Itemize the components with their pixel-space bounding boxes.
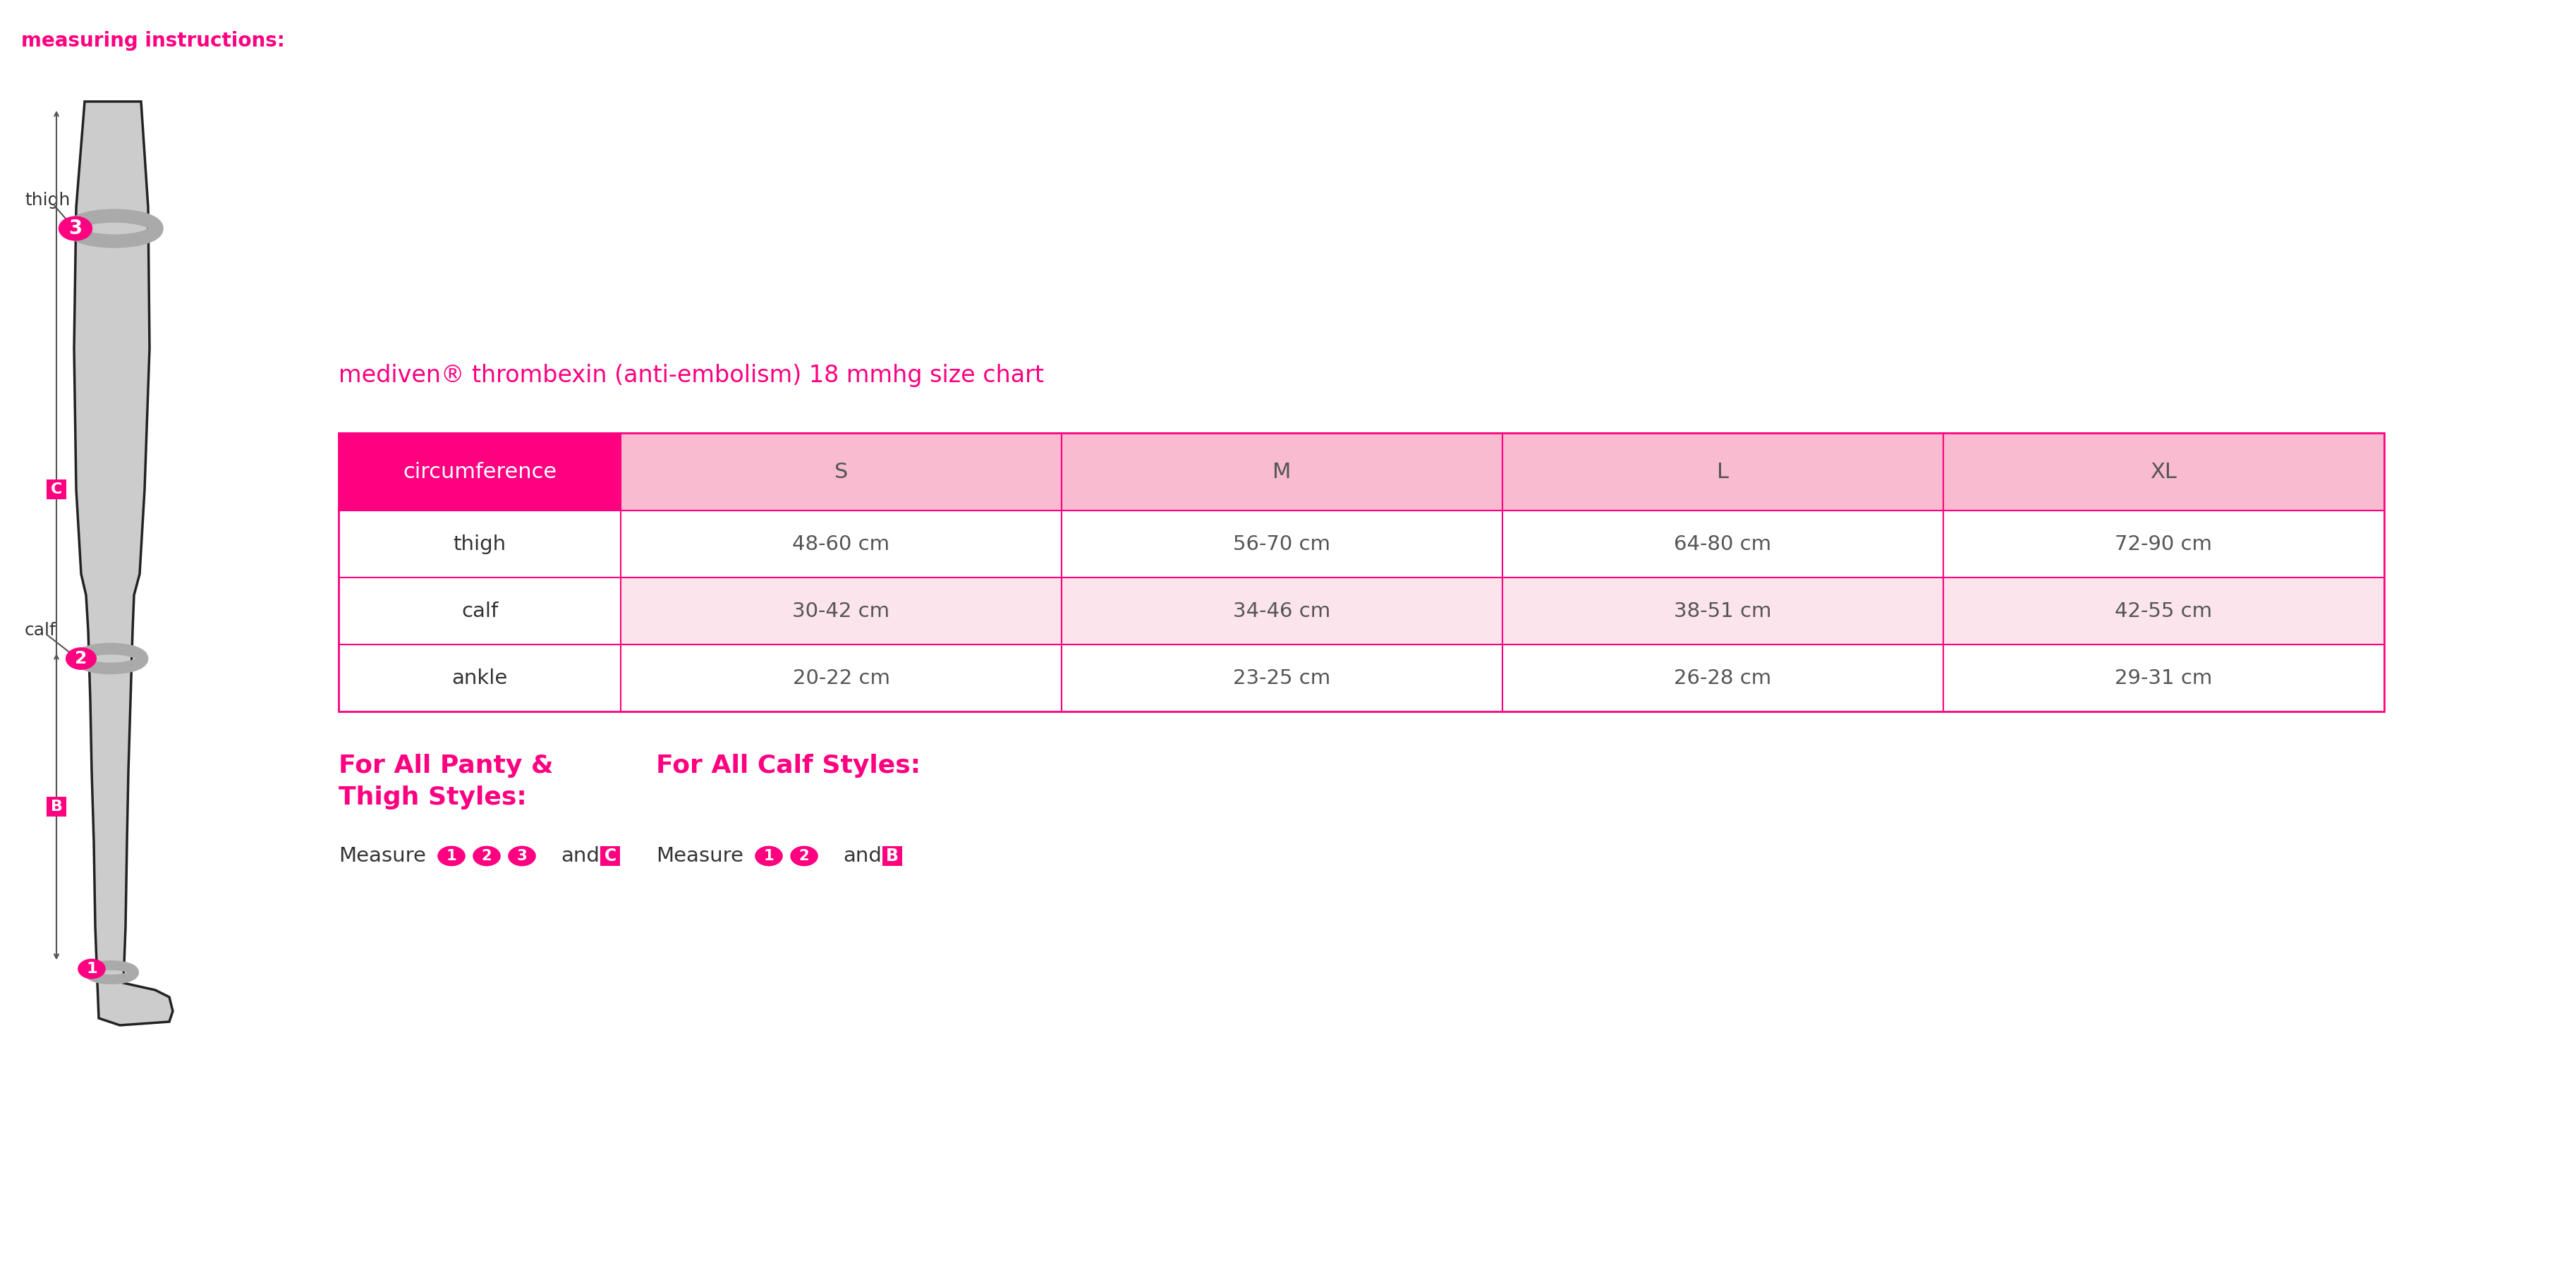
Text: calf: calf [461, 601, 497, 621]
FancyBboxPatch shape [46, 797, 67, 816]
FancyBboxPatch shape [1502, 433, 1942, 511]
Text: XL: XL [2151, 462, 2177, 482]
Ellipse shape [77, 959, 106, 979]
FancyBboxPatch shape [1502, 511, 1942, 578]
Text: measuring instructions:: measuring instructions: [21, 32, 286, 51]
Ellipse shape [507, 846, 536, 867]
Ellipse shape [755, 846, 783, 867]
Text: 1: 1 [762, 849, 775, 863]
Text: ankle: ankle [451, 668, 507, 688]
Text: mediven® thrombexin (anti-embolism) 18 mmhg size chart: mediven® thrombexin (anti-embolism) 18 m… [337, 364, 1043, 387]
FancyBboxPatch shape [1502, 644, 1942, 711]
Text: 1: 1 [446, 849, 456, 863]
FancyBboxPatch shape [1942, 433, 2385, 511]
Text: 23-25 cm: 23-25 cm [1234, 668, 1332, 688]
FancyBboxPatch shape [1942, 511, 2385, 578]
Text: B: B [52, 799, 62, 813]
Text: 29-31 cm: 29-31 cm [2115, 668, 2213, 688]
Text: and: and [562, 846, 600, 867]
Text: 20-22 cm: 20-22 cm [793, 668, 889, 688]
Text: C: C [603, 848, 616, 864]
Text: 3: 3 [518, 849, 528, 863]
Ellipse shape [64, 648, 98, 670]
Ellipse shape [438, 846, 466, 867]
Text: circumference: circumference [402, 462, 556, 482]
FancyBboxPatch shape [621, 433, 1061, 511]
Text: calf: calf [26, 622, 57, 639]
Text: 2: 2 [482, 849, 492, 863]
Polygon shape [75, 101, 173, 1025]
Text: 26-28 cm: 26-28 cm [1674, 668, 1772, 688]
Text: 72-90 cm: 72-90 cm [2115, 534, 2213, 554]
Text: thigh: thigh [453, 534, 505, 554]
Ellipse shape [474, 846, 500, 867]
FancyBboxPatch shape [46, 479, 67, 500]
FancyBboxPatch shape [337, 644, 621, 711]
FancyBboxPatch shape [1061, 644, 1502, 711]
FancyBboxPatch shape [1942, 644, 2385, 711]
Text: Measure: Measure [337, 846, 425, 867]
Text: For All Panty &
Thigh Styles:: For All Panty & Thigh Styles: [337, 754, 554, 810]
Text: 30-42 cm: 30-42 cm [793, 601, 889, 621]
FancyBboxPatch shape [1942, 578, 2385, 644]
Text: S: S [835, 462, 848, 482]
Text: For All Calf Styles:: For All Calf Styles: [657, 754, 920, 778]
Text: Measure: Measure [657, 846, 744, 867]
Text: L: L [1716, 462, 1728, 482]
Text: 34-46 cm: 34-46 cm [1234, 601, 1332, 621]
FancyBboxPatch shape [1061, 433, 1502, 511]
FancyBboxPatch shape [1061, 511, 1502, 578]
Text: 1: 1 [85, 961, 98, 975]
FancyBboxPatch shape [621, 644, 1061, 711]
FancyBboxPatch shape [337, 578, 621, 644]
FancyBboxPatch shape [884, 846, 902, 867]
Text: 64-80 cm: 64-80 cm [1674, 534, 1772, 554]
Text: thigh: thigh [26, 192, 70, 209]
Ellipse shape [791, 846, 819, 867]
Text: 56-70 cm: 56-70 cm [1234, 534, 1332, 554]
Text: 38-51 cm: 38-51 cm [1674, 601, 1772, 621]
FancyBboxPatch shape [1502, 578, 1942, 644]
Text: and: and [842, 846, 881, 867]
Ellipse shape [59, 216, 93, 240]
Text: M: M [1273, 462, 1291, 482]
Text: 2: 2 [75, 650, 88, 667]
Text: 48-60 cm: 48-60 cm [793, 534, 889, 554]
FancyBboxPatch shape [621, 578, 1061, 644]
FancyBboxPatch shape [621, 511, 1061, 578]
FancyBboxPatch shape [600, 846, 621, 867]
Text: B: B [886, 848, 899, 864]
Text: 42-55 cm: 42-55 cm [2115, 601, 2213, 621]
FancyBboxPatch shape [1061, 578, 1502, 644]
Text: 2: 2 [799, 849, 809, 863]
Text: C: C [52, 482, 62, 496]
Text: 3: 3 [70, 219, 82, 238]
FancyBboxPatch shape [337, 433, 621, 511]
FancyBboxPatch shape [337, 511, 621, 578]
